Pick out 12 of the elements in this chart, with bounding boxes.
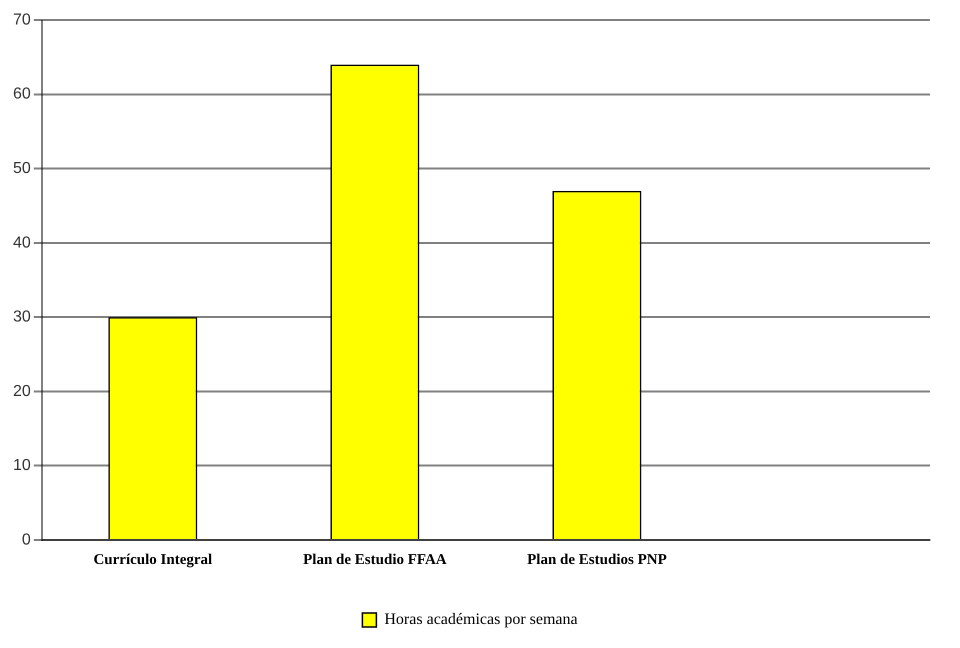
x-tick-label: Plan de Estudios PNP — [527, 552, 667, 568]
x-tick-label: Plan de Estudio FFAA — [303, 552, 447, 568]
y-tick-label: 60 — [13, 86, 31, 103]
y-tick-label: 40 — [13, 234, 31, 252]
y-tick-label: 10 — [13, 457, 31, 474]
y-tick-label: 50 — [13, 160, 31, 177]
y-tick-label: 70 — [13, 11, 31, 28]
y-tick-label: 0 — [22, 531, 31, 548]
y-tick-label: 20 — [13, 382, 31, 400]
legend-label: Horas académicas por semana — [384, 611, 578, 628]
y-tick-label: 30 — [13, 308, 31, 326]
x-tick-label: Currículo Integral — [93, 552, 212, 568]
